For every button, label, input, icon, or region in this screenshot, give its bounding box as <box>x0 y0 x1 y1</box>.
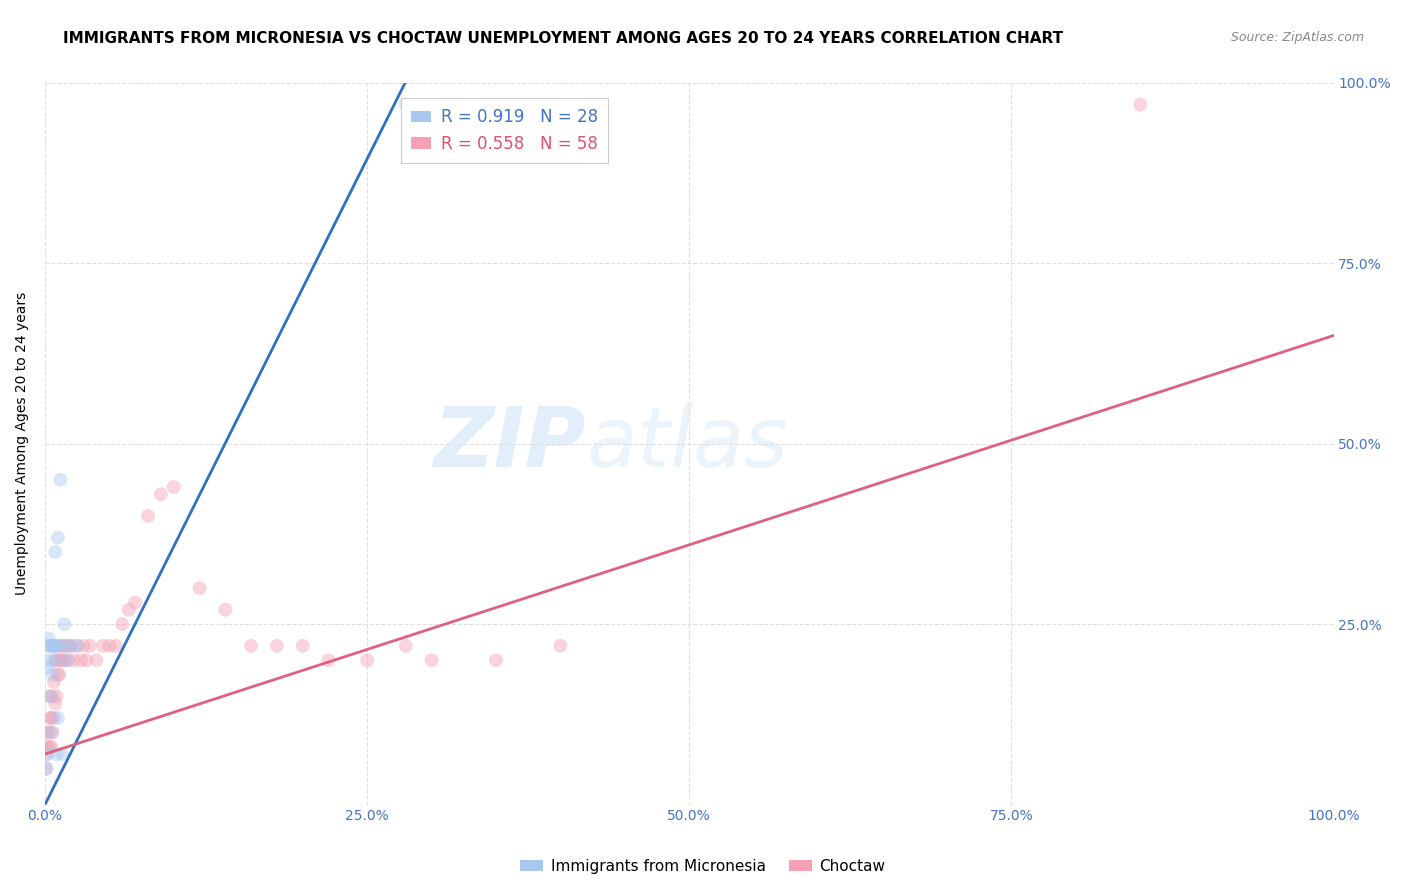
Point <box>550 639 572 653</box>
Text: Source: ZipAtlas.com: Source: ZipAtlas.com <box>1230 31 1364 45</box>
Point <box>356 653 378 667</box>
Point <box>86 653 108 667</box>
Point <box>35 747 58 761</box>
Point <box>111 617 134 632</box>
Point <box>214 603 236 617</box>
Point <box>41 639 63 653</box>
Point <box>46 531 69 545</box>
Point <box>41 690 63 704</box>
Point <box>44 653 66 667</box>
Point <box>395 639 418 653</box>
Point <box>38 632 60 646</box>
Legend: Immigrants from Micronesia, Choctaw: Immigrants from Micronesia, Choctaw <box>515 853 891 880</box>
Point <box>41 725 63 739</box>
Point <box>48 639 70 653</box>
Point <box>1129 97 1152 112</box>
Point <box>39 690 62 704</box>
Text: IMMIGRANTS FROM MICRONESIA VS CHOCTAW UNEMPLOYMENT AMONG AGES 20 TO 24 YEARS COR: IMMIGRANTS FROM MICRONESIA VS CHOCTAW UN… <box>63 31 1063 46</box>
Point <box>149 487 172 501</box>
Point <box>46 639 69 653</box>
Point <box>38 725 60 739</box>
Point <box>66 639 89 653</box>
Point <box>59 639 82 653</box>
Point <box>53 653 76 667</box>
Point <box>98 639 121 653</box>
Point <box>35 762 58 776</box>
Point <box>56 653 79 667</box>
Y-axis label: Unemployment Among Ages 20 to 24 years: Unemployment Among Ages 20 to 24 years <box>15 293 30 595</box>
Point <box>240 639 263 653</box>
Point <box>39 711 62 725</box>
Point <box>37 660 59 674</box>
Point <box>42 674 65 689</box>
Point <box>41 725 63 739</box>
Point <box>124 596 146 610</box>
Point <box>55 639 77 653</box>
Point <box>52 639 75 653</box>
Point <box>46 667 69 681</box>
Point <box>66 639 89 653</box>
Point <box>39 639 62 653</box>
Point <box>42 653 65 667</box>
Point <box>53 617 76 632</box>
Text: ZIP: ZIP <box>433 403 586 484</box>
Point <box>41 639 63 653</box>
Point <box>44 639 66 653</box>
Point <box>38 653 60 667</box>
Point <box>42 711 65 725</box>
Point <box>75 653 97 667</box>
Point <box>420 653 443 667</box>
Point <box>79 639 101 653</box>
Point <box>59 639 82 653</box>
Point <box>291 639 314 653</box>
Point <box>37 739 59 754</box>
Point <box>118 603 141 617</box>
Point <box>49 473 72 487</box>
Point <box>45 653 67 667</box>
Point <box>163 480 186 494</box>
Point <box>70 653 93 667</box>
Point <box>42 639 65 653</box>
Point <box>56 653 79 667</box>
Point <box>37 747 59 761</box>
Point <box>91 639 114 653</box>
Point <box>136 508 159 523</box>
Point <box>41 739 63 754</box>
Text: atlas: atlas <box>586 403 787 484</box>
Point <box>41 667 63 681</box>
Point <box>188 581 211 595</box>
Point <box>49 653 72 667</box>
Point <box>39 690 62 704</box>
Point <box>45 747 67 761</box>
Point <box>318 653 340 667</box>
Point <box>62 653 84 667</box>
Point <box>41 711 63 725</box>
Point <box>395 97 418 112</box>
Point <box>44 545 66 559</box>
Point <box>45 690 67 704</box>
Point <box>485 653 508 667</box>
Point <box>52 639 75 653</box>
Point <box>266 639 288 653</box>
Point <box>104 639 127 653</box>
Point <box>35 762 58 776</box>
Point <box>46 711 69 725</box>
Point <box>37 725 59 739</box>
Point <box>38 739 60 754</box>
Point <box>44 697 66 711</box>
Point <box>38 639 60 653</box>
Point <box>48 667 70 681</box>
Point <box>58 639 80 653</box>
Point <box>51 653 73 667</box>
Legend: R = 0.919   N = 28, R = 0.558   N = 58: R = 0.919 N = 28, R = 0.558 N = 58 <box>401 98 609 163</box>
Point <box>72 639 94 653</box>
Point <box>51 747 73 761</box>
